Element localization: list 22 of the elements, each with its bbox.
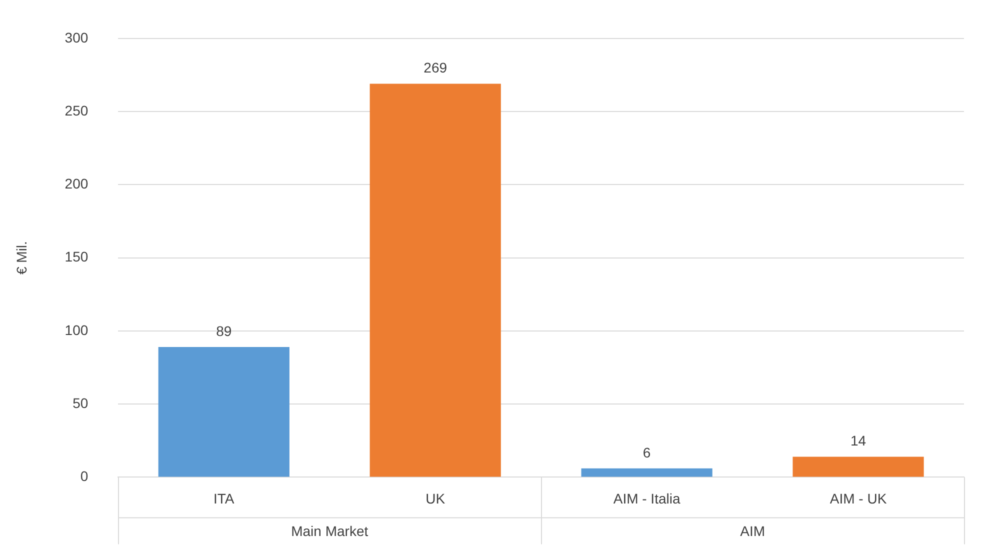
y-tick-label: 150 — [64, 248, 88, 265]
y-axis-title: € Mil. — [13, 241, 30, 275]
text: AIM — [740, 523, 765, 540]
data-label: 14 — [850, 432, 866, 449]
data-label: 6 — [642, 444, 651, 460]
bar — [158, 347, 290, 477]
y-tick-label: 300 — [64, 29, 88, 46]
y-tick-label: 50 — [72, 394, 88, 411]
x-tick-label: AIM - UK — [830, 490, 888, 506]
y-tick-label: 250 — [64, 102, 88, 118]
text: Main Market — [291, 523, 368, 540]
bar — [581, 468, 712, 477]
y-tick-label: 200 — [64, 176, 88, 192]
x-tick-label: AIM - Italia — [613, 490, 680, 506]
x-tick-label: UK — [426, 490, 446, 506]
data-label: 89 — [216, 322, 232, 339]
y-tick-label: 100 — [64, 322, 88, 338]
bar — [370, 84, 501, 477]
bar — [792, 456, 924, 477]
data-label: 269 — [424, 60, 448, 76]
x-tick-label: ITA — [214, 490, 235, 506]
y-tick-label: 0 — [80, 468, 88, 484]
